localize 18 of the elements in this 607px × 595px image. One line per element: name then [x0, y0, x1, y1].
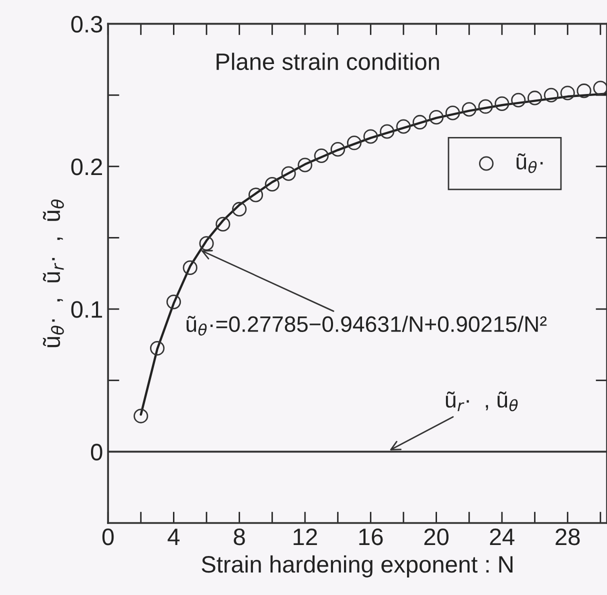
x-tick-label: 12 [294, 528, 317, 545]
x-tick-label: 16 [359, 528, 383, 546]
annotation: ũ$_{r}$· , ũ$_{θ}$ [446, 392, 518, 412]
x-tick-label: 8 [234, 528, 245, 546]
legend-label: ũ$_{θ}$· [516, 153, 543, 174]
x-tick-label: 24 [490, 528, 514, 545]
y-tick-label: 0 [90, 444, 102, 460]
x-tick-label: 28 [556, 528, 580, 546]
x-tick-label: 20 [424, 528, 449, 546]
x-tick-label: 0 [102, 528, 114, 546]
annotation: Plane strain condition [216, 52, 439, 70]
y-axis-title: ũ$_{θ}$· , ũ$_{r}$· , ũ$_{θ}$ [42, 200, 64, 348]
annotation: ũ$_{θ}$·=0.27785−0.94631/N+0.90215/N² [186, 316, 547, 336]
x-axis-title: Strain hardening exponent : N [202, 555, 512, 578]
y-tick-label: 0.1 [71, 301, 102, 318]
y-tick-label: 0.2 [71, 158, 102, 176]
y-tick-label: 0.3 [71, 16, 102, 33]
x-tick-label: 4 [168, 528, 180, 545]
